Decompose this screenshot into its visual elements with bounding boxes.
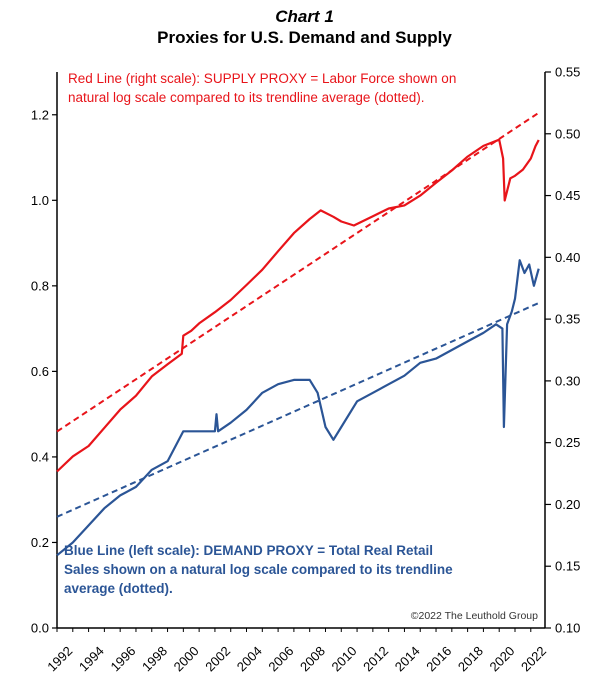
chart-subtitle: Proxies for U.S. Demand and Supply bbox=[157, 28, 452, 47]
x-tick-label: 1994 bbox=[76, 643, 107, 674]
left-tick-label: 0.6 bbox=[31, 364, 49, 379]
left-tick-label: 1.2 bbox=[31, 107, 49, 122]
left-tick-label: 1.0 bbox=[31, 193, 49, 208]
x-tick-label: 1992 bbox=[44, 643, 75, 674]
supply-note-line: natural log scale compared to its trendl… bbox=[68, 90, 424, 105]
left-tick-label: 0.2 bbox=[31, 535, 49, 550]
x-tick-label: 2022 bbox=[518, 643, 549, 674]
right-tick-label: 0.30 bbox=[555, 373, 580, 388]
right-tick-label: 0.35 bbox=[555, 312, 580, 327]
x-tick-label: 1996 bbox=[107, 643, 138, 674]
x-tick-label: 2016 bbox=[423, 643, 454, 674]
right-tick-label: 0.50 bbox=[555, 126, 580, 141]
demand-trend-line bbox=[56, 302, 540, 518]
copyright-note: ©2022 The Leuthold Group bbox=[411, 610, 538, 622]
x-tick-label: 2000 bbox=[171, 643, 202, 674]
x-tick-label: 2020 bbox=[486, 643, 517, 674]
right-tick-label: 0.55 bbox=[555, 65, 580, 80]
annotation-layer: Red Line (right scale): SUPPLY PROXY = L… bbox=[64, 71, 538, 622]
x-tick-label: 1998 bbox=[139, 643, 170, 674]
right-tick-label: 0.20 bbox=[555, 497, 580, 512]
series-layer bbox=[56, 111, 540, 557]
chart-title: Chart 1 bbox=[275, 7, 334, 26]
supply-note-line: Red Line (right scale): SUPPLY PROXY = L… bbox=[68, 71, 456, 86]
x-tick-label: 2002 bbox=[202, 643, 233, 674]
left-tick-label: 0.0 bbox=[31, 621, 49, 636]
x-tick-label: 2012 bbox=[360, 643, 391, 674]
x-tick-label: 2008 bbox=[297, 643, 328, 674]
demand-note-line: average (dotted). bbox=[64, 581, 173, 596]
right-tick-label: 0.10 bbox=[555, 621, 580, 636]
left-tick-label: 0.4 bbox=[31, 449, 49, 464]
right-tick-label: 0.45 bbox=[555, 188, 580, 203]
x-tick-label: 2006 bbox=[265, 643, 296, 674]
demand-note-line: Blue Line (left scale): DEMAND PROXY = T… bbox=[64, 543, 433, 558]
right-tick-label: 0.15 bbox=[555, 559, 580, 574]
x-tick-label: 2018 bbox=[455, 643, 486, 674]
supply-line bbox=[56, 138, 540, 473]
demand-line bbox=[56, 259, 540, 557]
x-tick-label: 2010 bbox=[329, 643, 360, 674]
x-tick-label: 2004 bbox=[234, 643, 265, 674]
left-tick-label: 0.8 bbox=[31, 278, 49, 293]
right-tick-label: 0.25 bbox=[555, 435, 580, 450]
x-tick-label: 2014 bbox=[392, 643, 423, 674]
right-tick-label: 0.40 bbox=[555, 250, 580, 265]
demand-note-line: Sales shown on a natural log scale compa… bbox=[64, 562, 453, 577]
supply-trend-line bbox=[56, 111, 540, 433]
